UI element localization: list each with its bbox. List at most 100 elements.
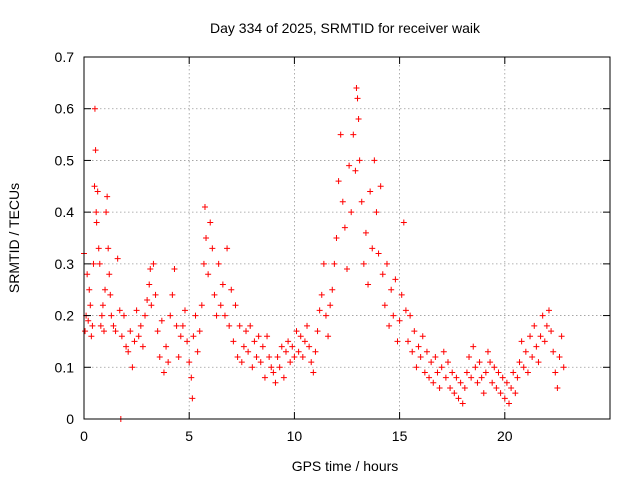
data-point <box>87 302 94 309</box>
data-point <box>112 328 119 335</box>
data-point <box>413 364 420 371</box>
data-point <box>318 291 325 298</box>
data-point <box>156 353 163 360</box>
data-point <box>94 188 101 195</box>
data-point <box>432 353 439 360</box>
data-point <box>137 322 144 329</box>
data-point <box>560 364 567 371</box>
data-point <box>392 276 399 283</box>
data-point <box>308 359 315 366</box>
data-point <box>169 291 176 298</box>
data-point <box>344 266 350 273</box>
data-point <box>211 291 218 298</box>
data-point <box>411 328 418 335</box>
data-point <box>474 379 481 386</box>
data-point <box>91 183 98 190</box>
data-point <box>165 359 172 366</box>
data-point <box>430 379 437 386</box>
data-point <box>428 359 435 366</box>
data-point <box>362 229 369 236</box>
data-point <box>329 286 336 293</box>
data-point <box>493 384 500 391</box>
data-point <box>144 297 151 304</box>
data-point <box>184 338 191 345</box>
data-point <box>167 312 174 319</box>
data-point <box>417 353 424 360</box>
data-point <box>299 353 306 360</box>
data-point <box>353 85 360 92</box>
data-point <box>506 400 513 407</box>
data-point <box>100 328 107 335</box>
data-point <box>255 333 262 340</box>
data-point <box>192 312 199 319</box>
data-point <box>480 390 487 397</box>
data-point <box>419 333 426 340</box>
data-point <box>379 271 386 278</box>
data-point <box>108 312 115 319</box>
data-point <box>89 322 96 329</box>
data-point <box>398 291 405 298</box>
data-point <box>259 343 266 350</box>
data-point <box>447 384 454 391</box>
data-point <box>125 348 132 355</box>
data-point <box>358 198 365 205</box>
data-point <box>194 348 201 355</box>
data-point <box>356 157 363 164</box>
data-point <box>423 348 430 355</box>
data-point <box>508 384 515 391</box>
data-point <box>253 353 260 360</box>
data-point <box>249 364 256 371</box>
data-point <box>396 317 403 324</box>
axis-ticks: 0 0.1 0.2 0.3 0.4 0.5 0.6 0.7 0 5 10 15 20 <box>55 49 610 444</box>
data-point <box>333 235 340 241</box>
data-point <box>181 307 188 314</box>
data-point <box>245 348 252 355</box>
data-point <box>228 286 235 293</box>
x-tick-label: 0 <box>80 428 88 444</box>
data-point <box>543 322 550 329</box>
y-tick-label: 0.4 <box>55 204 75 220</box>
data-point <box>463 369 470 376</box>
data-point <box>541 338 548 345</box>
data-point <box>545 307 552 314</box>
data-point <box>449 369 456 376</box>
data-point <box>375 250 382 257</box>
data-points <box>81 85 567 422</box>
data-point <box>459 400 466 407</box>
data-point <box>236 322 243 329</box>
data-point <box>276 364 283 371</box>
y-tick-label: 0.1 <box>55 359 75 375</box>
data-point <box>268 364 275 371</box>
data-point <box>198 302 205 309</box>
data-point <box>86 286 93 293</box>
data-point <box>297 333 304 340</box>
data-point <box>230 338 237 345</box>
data-point <box>495 369 502 376</box>
data-point <box>203 235 210 241</box>
data-point <box>522 348 529 355</box>
data-point <box>354 95 361 102</box>
data-point <box>114 255 121 262</box>
data-point <box>93 209 100 216</box>
data-point <box>436 384 443 391</box>
data-point <box>325 333 332 340</box>
data-point <box>110 322 117 329</box>
data-point <box>146 281 153 288</box>
chart-title: Day 334 of 2025, SRMTID for receiver wai… <box>210 20 481 36</box>
data-point <box>196 328 203 335</box>
data-point <box>103 209 110 216</box>
data-point <box>402 307 409 314</box>
data-point <box>280 374 287 381</box>
data-point <box>105 245 112 252</box>
data-point <box>341 224 348 231</box>
data-point <box>163 343 170 350</box>
x-axis-label: GPS time / hours <box>292 458 399 474</box>
data-point <box>394 338 401 345</box>
data-point <box>179 322 186 329</box>
data-point <box>201 203 208 210</box>
data-point <box>438 364 445 371</box>
data-point <box>118 333 125 340</box>
y-axis-label: SRMTID / TECUs <box>6 183 22 293</box>
data-point <box>527 333 534 340</box>
